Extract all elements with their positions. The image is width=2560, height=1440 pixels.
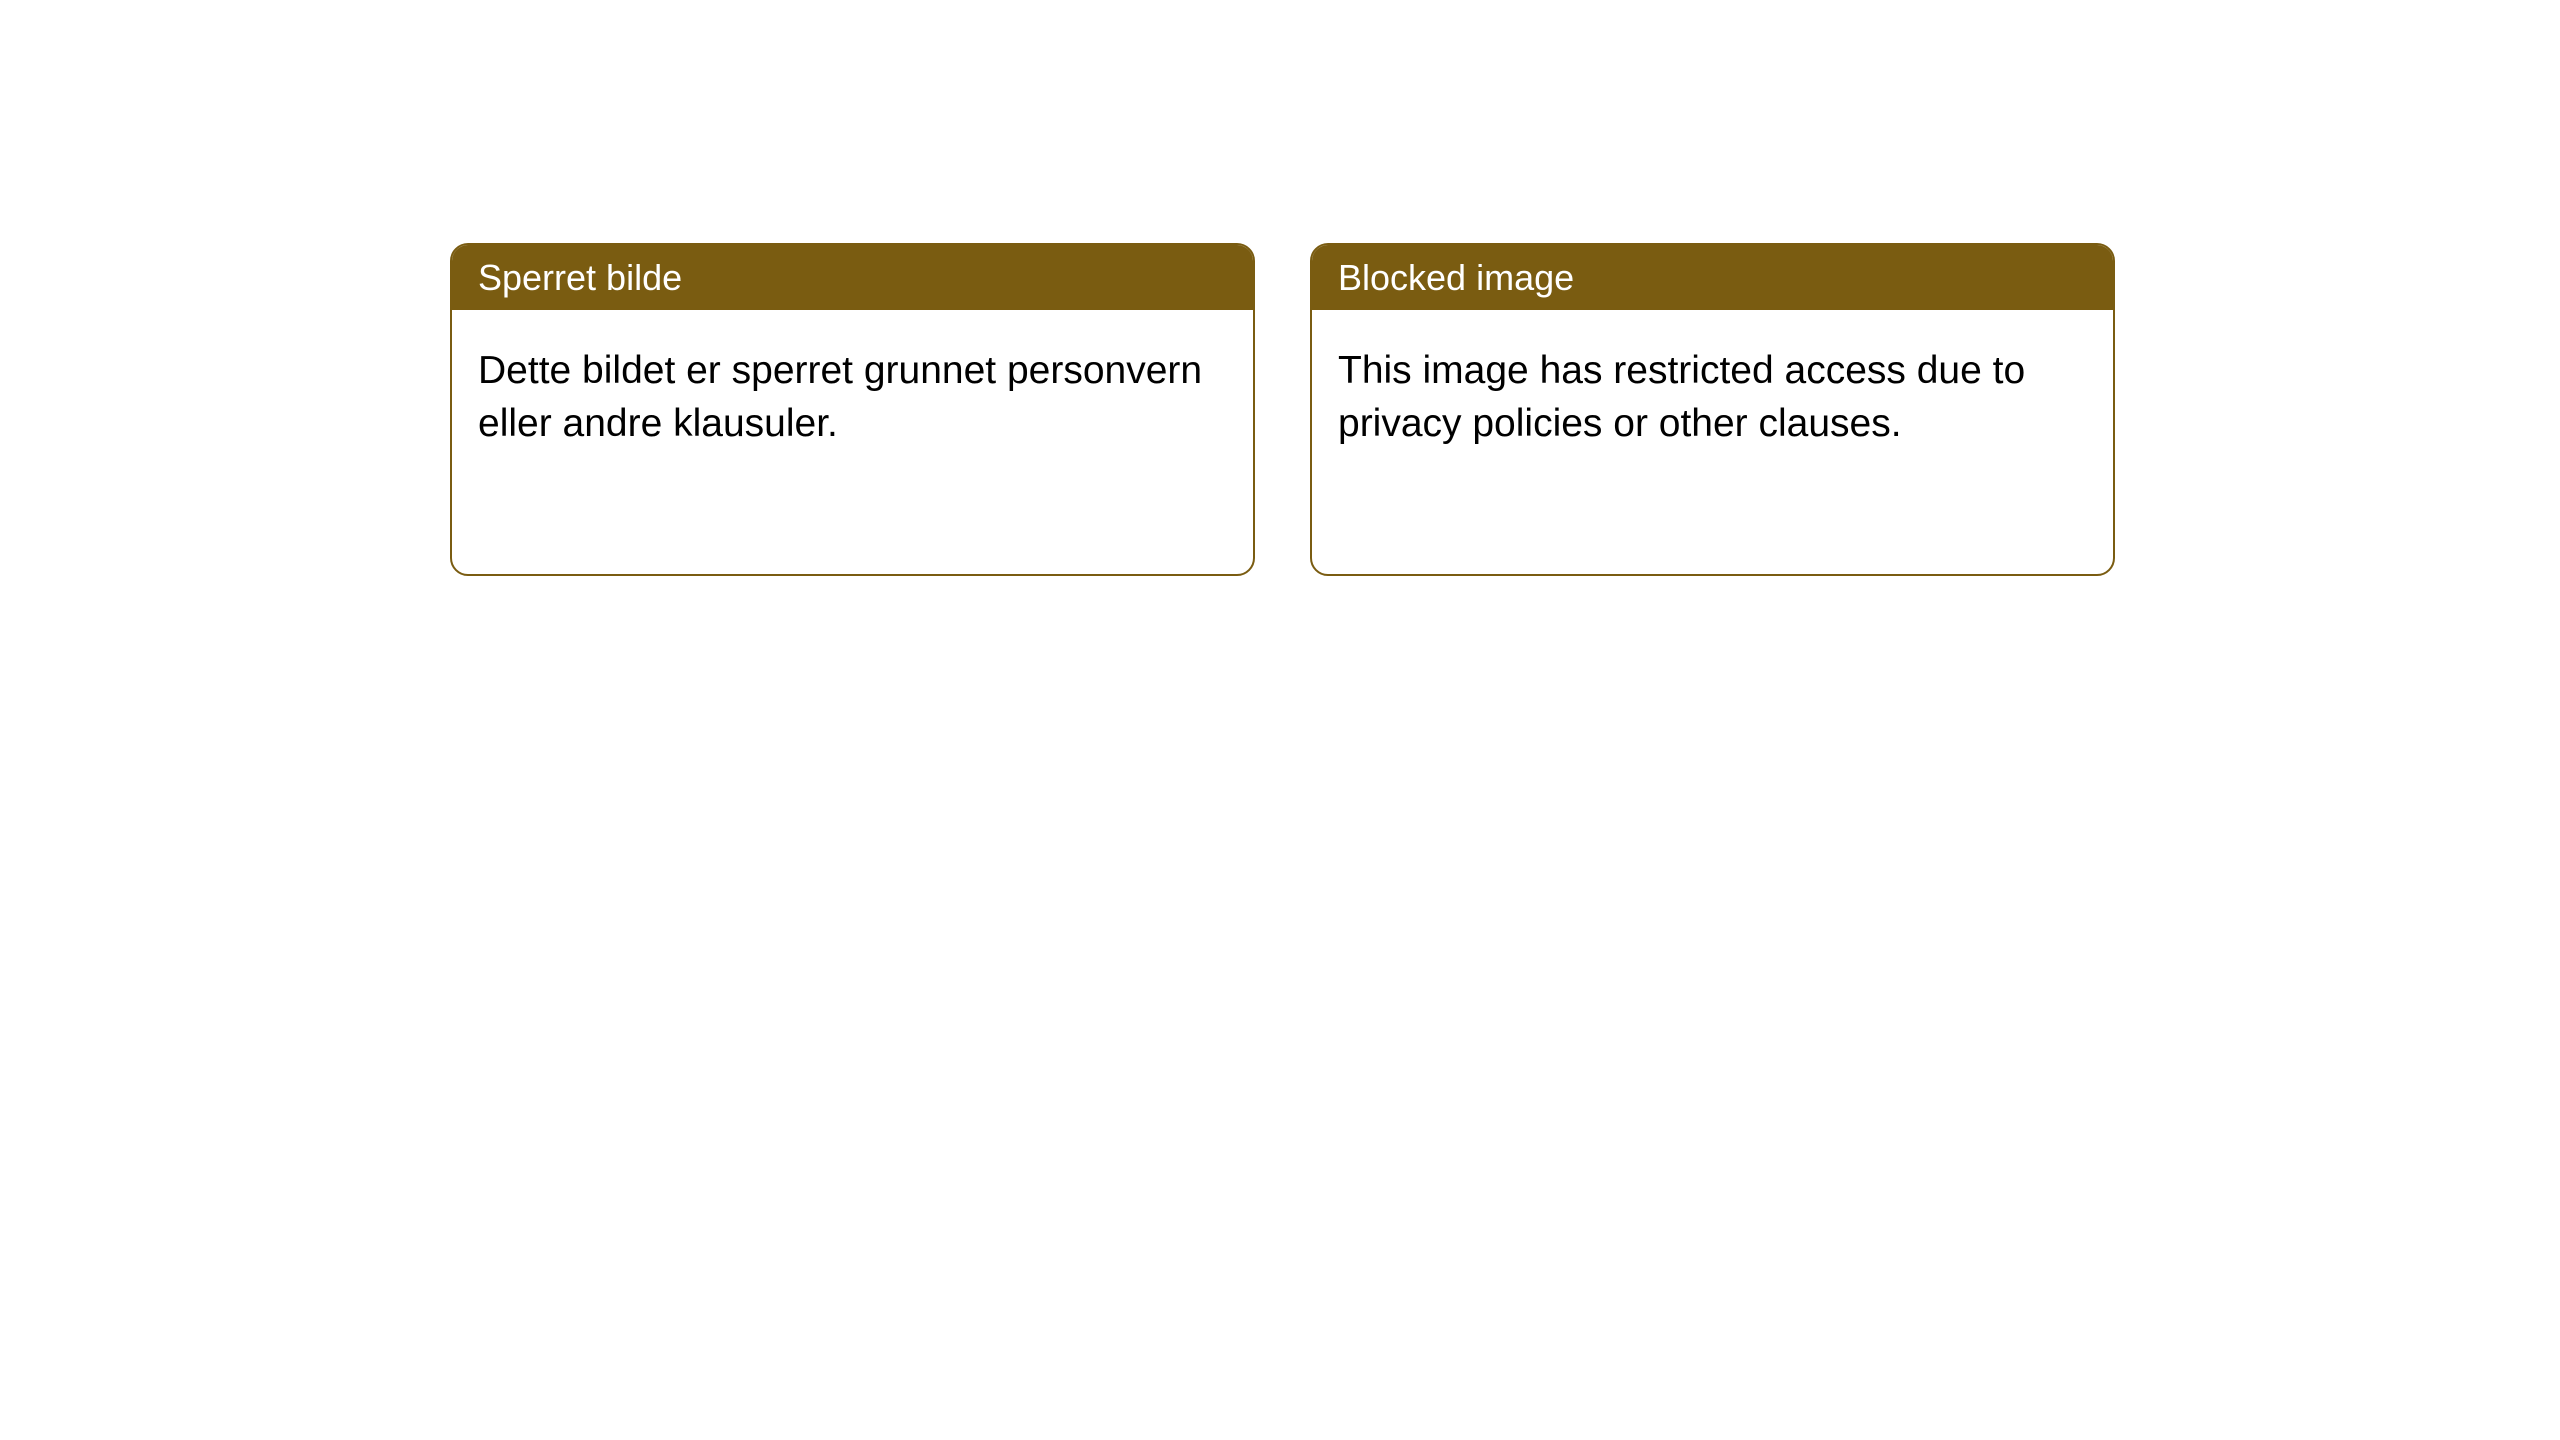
notice-message-norwegian: Dette bildet er sperret grunnet personve… xyxy=(452,310,1253,485)
notice-card-english: Blocked image This image has restricted … xyxy=(1310,243,2115,576)
notice-title-english: Blocked image xyxy=(1312,245,2113,310)
blocked-image-notices: Sperret bilde Dette bildet er sperret gr… xyxy=(450,243,2115,576)
notice-card-norwegian: Sperret bilde Dette bildet er sperret gr… xyxy=(450,243,1255,576)
notice-message-english: This image has restricted access due to … xyxy=(1312,310,2113,485)
notice-title-norwegian: Sperret bilde xyxy=(452,245,1253,310)
